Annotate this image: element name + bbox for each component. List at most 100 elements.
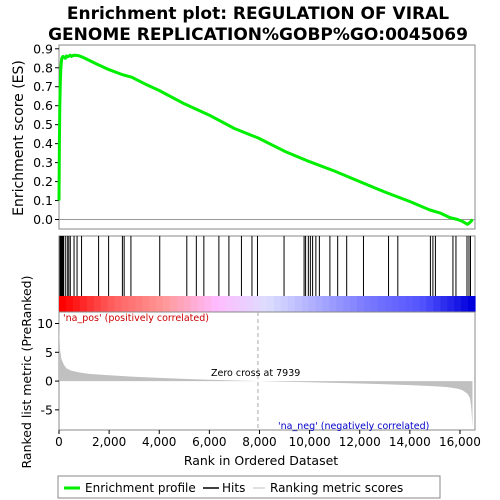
x-tick-label: 10,000 xyxy=(289,435,331,449)
gradient-segment xyxy=(114,296,122,312)
zero-cross-label: Zero cross at 7939 xyxy=(211,368,300,379)
gradient-segment xyxy=(419,296,428,312)
x-axis: 0 2,000 4,000 6,000 8,000 10,000 12,000 14,000 1… xyxy=(55,430,481,449)
pos-correlated-label: 'na_pos' (positively correlated) xyxy=(63,313,209,324)
gradient-segment xyxy=(176,296,185,312)
gradient-segment xyxy=(433,296,441,312)
gradient-segment xyxy=(440,296,448,312)
gradient-segment xyxy=(336,296,344,312)
es-y-tick-label: 0.2 xyxy=(33,174,53,189)
gradient-segment xyxy=(308,296,317,312)
legend-label-hits: Hits xyxy=(222,481,245,495)
gradient-segment xyxy=(121,296,129,312)
es-y-tick-label: 0.1 xyxy=(33,193,53,208)
metric-y-tick-label: 10 xyxy=(37,316,53,331)
chart-title-line2: GENOME REPLICATION%GOBP%GO:0045069 xyxy=(48,25,468,45)
enrichment-profile-line xyxy=(57,53,474,226)
gradient-segment xyxy=(225,296,233,312)
es-panel: 0.0 0.1 0.2 0.3 0.4 0.5 0.6 0.7 0.8 0.9 Enrichmen… xyxy=(11,41,476,230)
gradient-segment xyxy=(149,296,157,312)
gradient-segment xyxy=(204,296,213,312)
es-y-axis: 0.0 0.1 0.2 0.3 0.4 0.5 0.6 0.7 0.8 0.9 xyxy=(33,41,59,227)
gradient-segment xyxy=(364,296,372,312)
x-tick-label: 12,000 xyxy=(339,435,381,449)
gradient-segment xyxy=(260,296,268,312)
gradient-segment xyxy=(468,296,476,312)
gradient-segment xyxy=(391,296,400,312)
metric-panel-frame xyxy=(58,311,476,431)
gradient-segment xyxy=(315,296,324,312)
gradient-segment xyxy=(426,296,434,312)
gradient-segment xyxy=(128,296,136,312)
gradient-segment xyxy=(447,296,455,312)
legend-frame xyxy=(57,475,441,499)
gradient-segment xyxy=(267,296,275,312)
gradient-segment xyxy=(100,296,109,312)
x-tick-label: 0 xyxy=(55,435,63,449)
hits-panel xyxy=(58,235,476,313)
neg-correlated-label: 'na_neg' (negatively correlated) xyxy=(278,421,429,432)
es-y-tick-label: 0.0 xyxy=(33,212,53,227)
metric-y-tick-label: 0 xyxy=(45,374,53,389)
gradient-segment xyxy=(329,296,337,312)
gradient-segment xyxy=(287,296,296,312)
gradient-segment xyxy=(218,296,226,312)
gradient-segment xyxy=(377,296,386,312)
es-y-tick-label: 0.7 xyxy=(33,79,53,94)
metric-y-tick-label: -5 xyxy=(41,402,53,417)
gradient-segment xyxy=(142,296,150,312)
gradient-segment xyxy=(197,296,206,312)
gradient-segment xyxy=(384,296,393,312)
gradient-segment xyxy=(156,296,164,312)
gradient-segment xyxy=(232,296,240,312)
gradient-segment xyxy=(357,296,365,312)
es-y-tick-label: 0.5 xyxy=(33,117,53,132)
x-tick-label: 16,000 xyxy=(439,435,481,449)
gradient-segment xyxy=(86,296,95,312)
gradient-segment xyxy=(239,296,247,312)
x-axis-label: Rank in Ordered Dataset xyxy=(184,453,338,468)
es-y-tick-label: 0.9 xyxy=(33,41,53,56)
es-y-tick-label: 0.6 xyxy=(33,98,53,113)
gradient-segment xyxy=(183,296,192,312)
gradient-segment xyxy=(163,296,171,312)
chart-title-line1: Enrichment plot: REGULATION OF VIRAL xyxy=(67,4,449,24)
x-tick-label: 4,000 xyxy=(142,435,176,449)
gradient-segment xyxy=(107,296,116,312)
legend-label-ranking-metric: Ranking metric scores xyxy=(270,481,403,495)
gradient-segment xyxy=(65,296,74,312)
gradient-segment xyxy=(294,296,303,312)
gradient-segment xyxy=(301,296,310,312)
es-y-tick-label: 0.3 xyxy=(33,155,53,170)
legend-label-enrichment-profile: Enrichment profile xyxy=(85,481,196,495)
x-tick-label: 2,000 xyxy=(92,435,126,449)
legend: Enrichment profile Hits Ranking metric s… xyxy=(57,475,441,499)
gradient-segment xyxy=(79,296,88,312)
gradient-segment xyxy=(211,296,220,312)
gradient-segment xyxy=(350,296,358,312)
metric-y-tick-label: 5 xyxy=(45,345,53,360)
gradient-segment xyxy=(405,296,414,312)
gradient-segment xyxy=(72,296,81,312)
gradient-segment xyxy=(273,296,282,312)
metric-y-axis: -5 0 5 10 xyxy=(37,316,59,417)
es-y-axis-label: Enrichment score (ES) xyxy=(11,60,27,216)
gradient-segment xyxy=(461,296,469,312)
gradient-segment xyxy=(322,296,330,312)
gradient-segment xyxy=(169,296,178,312)
gradient-segment xyxy=(246,296,254,312)
x-tick-label: 6,000 xyxy=(192,435,226,449)
gradient-segment xyxy=(454,296,462,312)
gradient-segment xyxy=(135,296,143,312)
gradient-segment xyxy=(371,296,379,312)
metric-y-axis-label: Ranked list metric (PreRanked) xyxy=(19,276,34,469)
gradient-segment xyxy=(93,296,102,312)
gradient-segment xyxy=(253,296,261,312)
rank-gradient-bar xyxy=(59,296,476,312)
gradient-segment xyxy=(398,296,407,312)
x-tick-label: 8,000 xyxy=(242,435,276,449)
x-tick-label: 14,000 xyxy=(389,435,431,449)
